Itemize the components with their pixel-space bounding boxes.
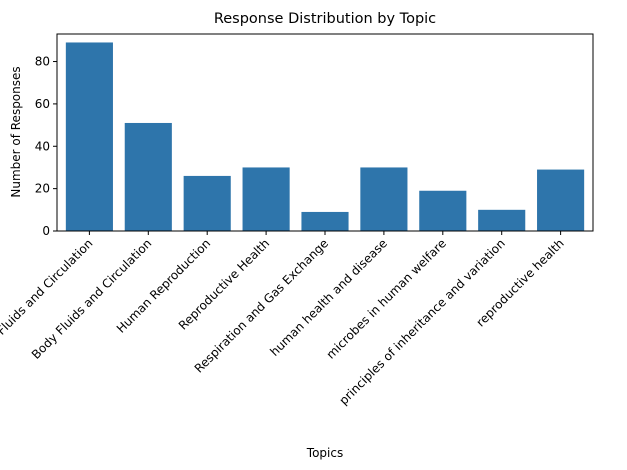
bar [360,167,408,231]
bar [124,122,172,231]
y-tick-label: 20 [35,182,50,196]
x-tick-label: Body Fluids and Circulation [29,236,155,362]
x-tick-label: microbes in human welfare [324,236,449,361]
y-tick-label: 40 [35,139,50,153]
bar [65,42,113,232]
bar [537,169,585,231]
x-axis-label: Topics [306,446,343,460]
x-tick-label: human health and disease [267,236,390,359]
y-tick-label: 0 [42,224,50,238]
plot-frame [56,33,594,232]
chart-title: Response Distribution by Topic [214,11,436,27]
bar [419,190,467,231]
y-tick-label: 60 [35,97,50,111]
y-axis: 0 20 40 60 80 [35,55,57,238]
bar [183,175,231,231]
bars-group [65,42,585,232]
bar [478,209,526,231]
bar [242,167,290,231]
bar [301,211,349,231]
y-axis-label: Number of Responses [9,66,23,197]
y-tick-label: 80 [35,55,50,69]
